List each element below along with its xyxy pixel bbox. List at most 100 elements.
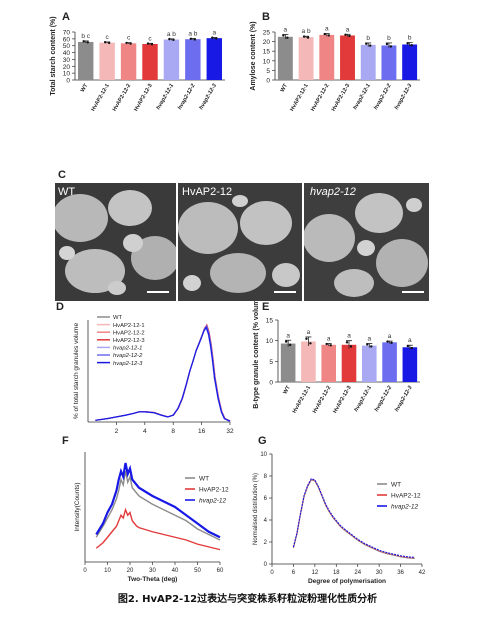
- x-tick-label-A-3: HvAP2-12-3: [133, 83, 153, 112]
- x-tick-label-D: 8: [171, 428, 175, 435]
- bar-A-5: [185, 39, 201, 80]
- bar-B-1: [298, 37, 314, 80]
- y-tick-label-A: 60: [63, 36, 71, 43]
- data-point-E-4: [370, 345, 373, 348]
- x-tick-label-D: 4: [143, 428, 147, 435]
- significance-letter-B-4: b: [366, 35, 370, 42]
- y-tick-label-B: 10: [263, 58, 271, 65]
- legend-label-G-0: WT: [391, 481, 401, 488]
- bar-B-6: [402, 44, 418, 80]
- y-tick-label-A: 30: [63, 57, 71, 64]
- x-tick-label-A-6: hvap2-12-3: [198, 83, 218, 111]
- significance-letter-A-5: a b: [188, 31, 197, 38]
- bar-A-2: [120, 43, 137, 80]
- x-tick-label-F: 40: [172, 568, 179, 574]
- significance-letter-E-5: a: [388, 333, 392, 340]
- x-tick-label-E-3: HvAP2-12-3: [332, 385, 352, 414]
- data-point-E-1: [305, 337, 308, 340]
- sem-label-oe: HvAP2-12: [182, 186, 233, 198]
- figure-caption: 图2. HvAP2-12过表达与突变株系籽粒淀粉理化性质分析: [117, 594, 378, 605]
- x-tick-label-B-0: WT: [280, 82, 290, 93]
- significance-letter-B-6: b: [408, 35, 412, 42]
- bar-E-6: [402, 347, 418, 382]
- data-point-A-3: [150, 43, 154, 46]
- series-line-F-0: [95, 471, 221, 541]
- x-tick-label-G: 12: [312, 570, 319, 576]
- y-axis-label-A: Total starch content (%): [50, 16, 57, 95]
- significance-letter-E-0: a: [286, 332, 290, 339]
- x-tick-label-D: 2: [115, 428, 119, 435]
- significance-letter-A-6: a: [212, 29, 216, 36]
- x-tick-label-F: 10: [104, 568, 111, 574]
- bar-A-0: [78, 41, 94, 80]
- bar-E-0: [280, 343, 296, 382]
- data-point-A-1: [107, 41, 111, 45]
- significance-letter-A-1: c: [106, 34, 110, 41]
- bar-B-2: [319, 34, 335, 80]
- y-tick-label-A: 70: [63, 30, 71, 37]
- y-tick-label-E: 15: [266, 318, 274, 325]
- x-tick-label-G: 24: [354, 570, 361, 576]
- x-tick-label-G: 42: [419, 570, 426, 576]
- significance-letter-E-6: a: [408, 337, 412, 344]
- x-tick-label-A-5: hvap2-12-2: [177, 83, 197, 111]
- data-point-B-6: [406, 42, 409, 45]
- sem-image-oe: [178, 183, 302, 301]
- y-axis-label-E: B-type granule content (% volume): [253, 293, 260, 409]
- sem-label-wt: WT: [58, 186, 76, 198]
- series-line-G-2: [292, 478, 415, 558]
- bar-B-4: [360, 44, 376, 80]
- sem-image-mutant: [304, 183, 429, 301]
- y-tick-label-G: 2: [264, 540, 268, 546]
- y-tick-label-A: 40: [63, 50, 71, 57]
- data-point-E-6: [410, 346, 414, 350]
- y-tick-label-E: 0: [269, 380, 273, 387]
- x-tick-label-A-4: hvap2-12-1: [156, 83, 176, 111]
- data-point-E-3: [349, 345, 353, 348]
- significance-letter-A-2: c: [127, 35, 131, 42]
- x-tick-label-G: 6: [292, 570, 296, 576]
- significance-letter-A-4: a b: [167, 31, 176, 38]
- y-tick-label-A: 20: [63, 64, 71, 71]
- legend-label-D-6: hvap2-12-3: [113, 361, 143, 367]
- y-tick-label-G: 6: [264, 496, 268, 502]
- x-tick-label-A-0: WT: [80, 82, 90, 93]
- series-line-F-2: [95, 462, 221, 539]
- significance-letter-E-2: a: [327, 336, 331, 343]
- x-tick-label-B-5: hvap2-12-2: [373, 83, 393, 111]
- data-point-E-0: [288, 343, 292, 347]
- data-point-E-3: [345, 341, 349, 344]
- data-point-E-1: [309, 342, 312, 345]
- legend-label-F-1: HvAP2-12: [199, 486, 229, 493]
- x-tick-label-B-4: hvap2-12-1: [352, 83, 372, 111]
- legend-label-D-4: hvap2-12-1: [113, 346, 142, 352]
- significance-letter-B-3: a: [346, 26, 350, 33]
- series-line-D-6: [95, 325, 231, 422]
- data-point-A-2: [129, 42, 132, 45]
- bar-A-1: [99, 42, 115, 80]
- sem-label-mutant: hvap2-12: [310, 186, 356, 198]
- legend-label-D-3: HvAP2-12-3: [113, 338, 145, 344]
- y-tick-label-B: 25: [263, 30, 271, 37]
- y-tick-label-E: 5: [269, 359, 273, 366]
- data-point-A-6: [215, 37, 218, 40]
- significance-letter-B-2: a: [325, 26, 329, 33]
- x-tick-label-E-6: hvap2-12-3: [394, 385, 414, 413]
- data-point-B-3: [344, 33, 347, 36]
- significance-letter-E-4: a: [367, 336, 371, 343]
- data-point-A-6: [211, 36, 214, 39]
- x-tick-label-F: 30: [149, 568, 156, 574]
- panel-letter-a: A: [62, 11, 70, 23]
- y-axis-label-D: % of total starch granules volume: [73, 323, 80, 419]
- legend-label-D-1: HvAP2-12-1: [113, 323, 145, 329]
- x-axis-label-G: Degree of polymerisation: [308, 578, 386, 585]
- x-tick-label-A-2: HvAP2-12-2: [112, 83, 132, 112]
- data-point-E-4: [366, 343, 369, 346]
- y-tick-label-B: 0: [266, 78, 270, 85]
- y-tick-label-G: 0: [264, 562, 268, 568]
- data-point-A-4: [172, 38, 175, 42]
- data-point-E-5: [386, 340, 389, 343]
- panel-letter-d: D: [56, 301, 64, 313]
- x-tick-label-F: 20: [127, 568, 134, 574]
